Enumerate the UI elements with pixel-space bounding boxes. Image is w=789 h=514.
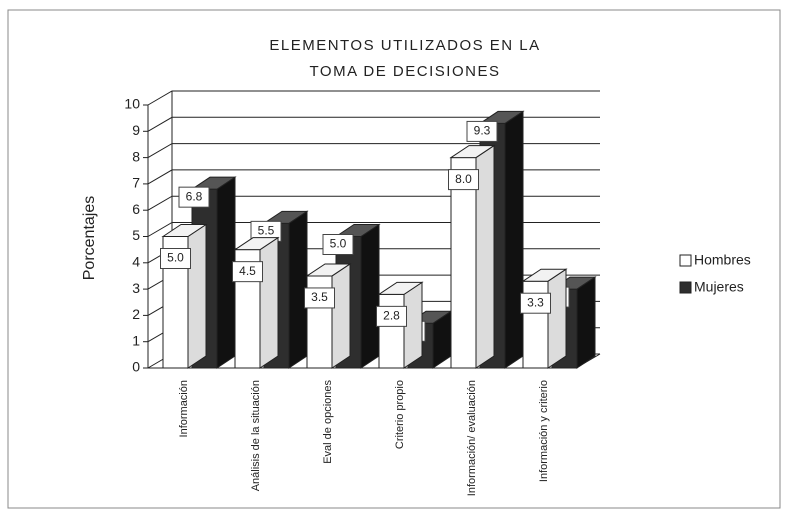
value-label: 6.8 — [186, 189, 203, 203]
x-tick-label: Información — [178, 380, 190, 437]
bar-side — [576, 276, 596, 369]
bar — [233, 236, 280, 369]
bar — [161, 223, 208, 369]
value-label-box — [376, 305, 407, 327]
value-label: 3.5 — [311, 290, 328, 304]
bar — [521, 268, 568, 369]
x-tick-label: Información/ evaluación — [466, 380, 478, 496]
y-tick-label: 0 — [132, 359, 140, 375]
bar-side — [360, 223, 380, 369]
chart-title: TOMA DE DECISIONES — [310, 63, 501, 80]
value-label-box — [520, 292, 551, 314]
y-tick-label: 9 — [132, 122, 140, 138]
frame — [7, 9, 781, 509]
y-tick-label: 3 — [132, 280, 140, 296]
bar-top — [521, 268, 568, 282]
x-tick-label: Eval de opciones — [322, 380, 334, 464]
value-label: 4.5 — [239, 264, 256, 278]
y-tick-label: 4 — [132, 254, 140, 270]
value-label: 3.3 — [527, 295, 544, 309]
y-tick-label: 10 — [124, 96, 140, 112]
value-label-box — [448, 169, 479, 191]
y-tick-label: 6 — [132, 201, 140, 217]
y-tick-label: 1 — [132, 332, 140, 348]
legend-label: Hombres — [694, 252, 751, 268]
y-tick-label: 2 — [132, 306, 140, 322]
x-tick-label: Información y criterio — [538, 380, 550, 482]
grid-line — [147, 143, 600, 159]
bar — [449, 144, 496, 369]
bar-top — [449, 145, 496, 159]
value-label: 9.3 — [474, 124, 491, 138]
bar-top — [305, 263, 352, 277]
y-tick-label: 5 — [132, 227, 140, 243]
value-label-box — [304, 287, 335, 309]
grid-line — [147, 116, 600, 132]
bar-top — [161, 224, 208, 237]
legend-swatch — [679, 254, 692, 267]
value-label: 5.0 — [330, 237, 347, 251]
value-label: 8.0 — [455, 172, 472, 186]
bar-top — [377, 281, 424, 295]
legend-swatch — [679, 281, 692, 294]
value-label-box — [160, 248, 191, 269]
bar-side — [187, 223, 207, 369]
y-axis-label: Porcentajes — [81, 196, 98, 281]
chart-title: ELEMENTOS UTILIZADOS EN LA — [269, 37, 540, 54]
bar-side — [259, 236, 279, 369]
value-label: 2.8 — [383, 309, 400, 323]
y-tick-label: 7 — [132, 175, 140, 191]
y-tick-label: 8 — [132, 148, 140, 164]
value-label: 5.0 — [167, 251, 184, 265]
legend-label: Mujeres — [694, 279, 744, 295]
x-tick-label: Criterio propio — [394, 380, 406, 449]
value-label-box — [466, 120, 498, 142]
value-label-box — [322, 234, 354, 255]
grid-line — [147, 90, 600, 106]
value-label-box — [232, 261, 263, 283]
bar-side — [547, 268, 567, 369]
bar-side — [331, 263, 351, 369]
value-label: 5.5 — [258, 224, 275, 238]
value-label-box — [178, 186, 210, 208]
bar — [305, 263, 352, 369]
bar-side — [504, 110, 524, 369]
x-tick-label: Análisis de la situación — [250, 380, 262, 491]
bar-top — [233, 237, 280, 251]
bar-front — [378, 293, 405, 369]
